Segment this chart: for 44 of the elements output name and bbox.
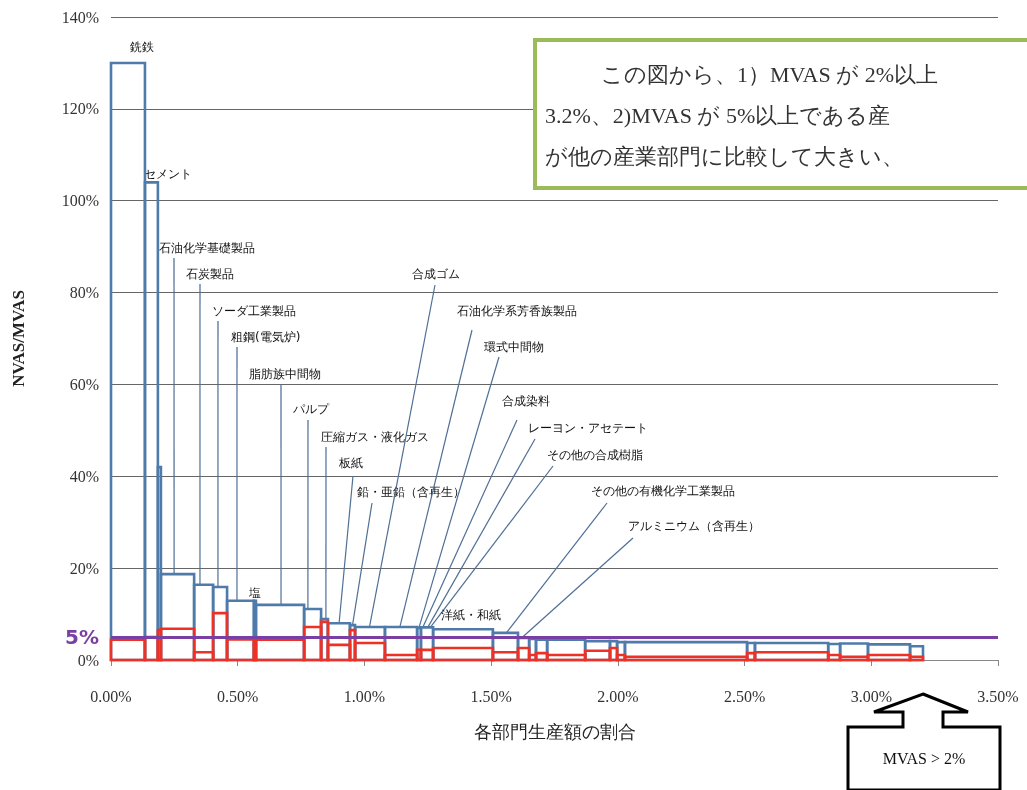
y-tick-label: 60% <box>69 375 99 393</box>
x-tick-label: 2.00% <box>597 687 639 705</box>
annotation: パルプ <box>292 402 330 416</box>
annotation: 合成ゴム <box>412 267 460 281</box>
x-tick-label: 0.00% <box>90 687 132 705</box>
annotation: 洋紙・和紙 <box>441 608 502 623</box>
annotation: 石油化学系芳香族製品 <box>457 304 577 318</box>
x-tick-label: 2.50% <box>723 687 766 705</box>
annotation: その他の有機化学工業製品 <box>591 484 735 498</box>
y-tick-label: 20% <box>69 559 99 577</box>
annotation: 板紙 <box>338 456 363 470</box>
annotation: 塩 <box>247 585 261 600</box>
annotation: 石油化学基礎製品 <box>159 241 255 255</box>
y-tick-label: 80% <box>69 284 99 302</box>
annotation: ソーダ工業製品 <box>212 304 296 318</box>
annotation: 3.2%、2)MVAS が 5%以上である産 <box>545 102 892 130</box>
annotation: セメント <box>143 167 192 182</box>
annotation: 銑鉄 <box>129 39 154 54</box>
annotation: アルミニウム（含再生） <box>628 519 760 533</box>
y-tick-label: 0% <box>77 651 99 669</box>
x-tick-label: 3.50% <box>977 687 1019 705</box>
annotation: 粗鋼(電気炉) <box>231 330 301 344</box>
annotation: レーヨン・アセテート <box>528 421 648 435</box>
y-tick-label: 100% <box>61 192 99 210</box>
annotation: 鉛・亜鉛（含再生） <box>357 485 465 499</box>
annotation: 石炭製品 <box>186 267 234 281</box>
y-axis-title: NVAS/MVAS <box>9 290 28 387</box>
ref-line-label: 5% <box>65 625 99 650</box>
x-tick-label: 1.50% <box>470 687 512 705</box>
y-tick-label: 120% <box>61 100 99 118</box>
annotation: 圧縮ガス・液化ガス <box>321 430 429 444</box>
x-axis-title: 各部門生産額の割合 <box>473 720 636 742</box>
x-tick-label: 1.00% <box>343 687 386 705</box>
y-tick-label: 40% <box>69 467 99 485</box>
annotation: 環式中間物 <box>484 340 544 354</box>
y-tick-label: 140% <box>61 8 99 26</box>
annotation: その他の合成樹脂 <box>547 448 643 462</box>
annotation: 脂肪族中間物 <box>249 367 321 381</box>
x-tick-label: 0.50% <box>217 687 259 705</box>
x-tick-label: 3.00% <box>850 687 892 705</box>
text-box: この図から、1）MVAS が 2%以上 3.2%、2)MVAS が 5%以上である産 が他の産業部門に比較して大きい、 <box>533 38 1027 190</box>
annotation: この図から、1）MVAS が 2%以上 <box>600 61 940 89</box>
annotation: が他の産業部門に比較して大きい、 <box>545 143 905 171</box>
annotation: 合成染料 <box>502 394 550 408</box>
